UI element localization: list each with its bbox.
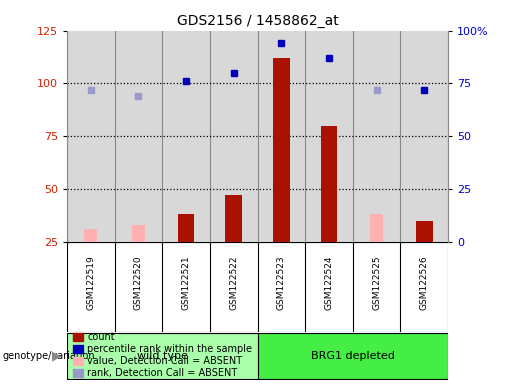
FancyBboxPatch shape <box>67 333 258 379</box>
Bar <box>67 31 115 242</box>
Text: GSM122523: GSM122523 <box>277 255 286 310</box>
Text: GSM122522: GSM122522 <box>229 255 238 310</box>
FancyBboxPatch shape <box>258 333 448 379</box>
Text: GSM122519: GSM122519 <box>87 255 95 310</box>
Text: GSM122521: GSM122521 <box>182 255 191 310</box>
Text: wild type: wild type <box>137 351 187 361</box>
Bar <box>401 31 448 242</box>
Text: GSM122525: GSM122525 <box>372 255 381 310</box>
Bar <box>84 229 97 242</box>
Text: GSM122526: GSM122526 <box>420 255 428 310</box>
Bar <box>178 214 194 242</box>
Bar <box>353 31 401 242</box>
Bar <box>226 195 242 242</box>
Bar <box>273 58 289 242</box>
Bar <box>416 220 433 242</box>
Text: GSM122520: GSM122520 <box>134 255 143 310</box>
Bar <box>162 31 210 242</box>
Title: GDS2156 / 1458862_at: GDS2156 / 1458862_at <box>177 14 338 28</box>
Bar <box>210 31 258 242</box>
Text: ▶: ▶ <box>52 349 61 362</box>
Bar <box>258 31 305 242</box>
Text: GSM122524: GSM122524 <box>324 255 333 310</box>
Text: BRG1 depleted: BRG1 depleted <box>311 351 394 361</box>
Bar <box>370 214 383 242</box>
Bar <box>132 225 145 242</box>
Bar <box>114 31 162 242</box>
Text: genotype/variation: genotype/variation <box>3 351 95 361</box>
Bar <box>305 31 353 242</box>
Bar <box>321 126 337 242</box>
Legend: count, percentile rank within the sample, value, Detection Call = ABSENT, rank, : count, percentile rank within the sample… <box>72 331 253 379</box>
